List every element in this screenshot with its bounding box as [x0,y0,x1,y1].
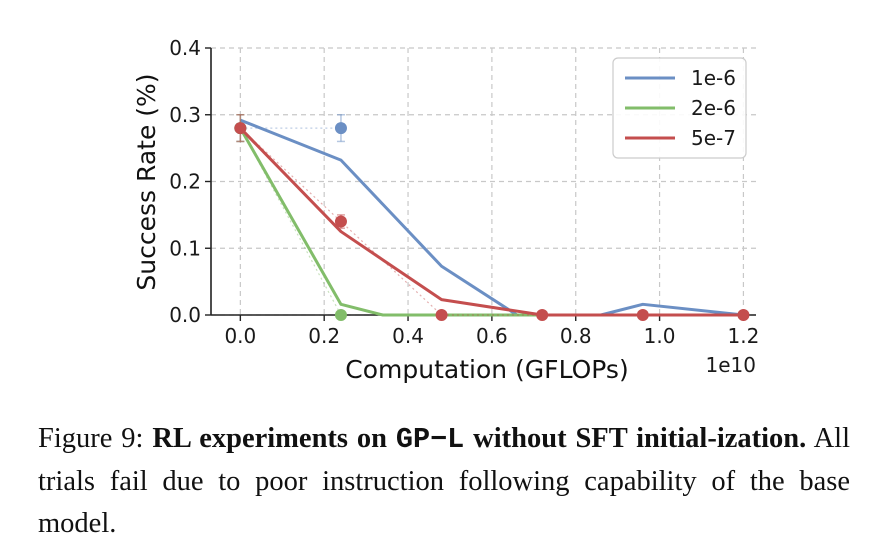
caption-body: All trials fail due to poor instruction … [38,423,851,539]
series-5e-7-point [737,309,750,321]
y-tick-label: 0.2 [169,170,201,194]
y-tick-label: 0.4 [169,36,201,60]
x-tick-label: 0.0 [224,324,256,348]
y-axis-label: Success Rate (%) [132,73,161,290]
x-tick-label: 0.4 [392,324,424,348]
y-tick-label: 0.3 [169,103,201,127]
series-5e-7-line [239,127,744,317]
series-layer [234,114,750,321]
caption-title-part1: RL experiments on [152,423,387,454]
legend-label-1e-6: 1e-6 [691,66,736,90]
y-tick-label: 0.0 [169,303,201,327]
x-axis-scale-note: 1e10 [706,353,756,377]
x-tick-label: 0.8 [560,324,592,348]
legend-box [612,57,747,159]
legend-label-5e-7: 5e-7 [691,126,736,150]
series-5e-7-point [536,309,549,321]
legend: 1e-6 2e-6 5e-7 [612,57,747,159]
series-1e-6-point [334,122,347,135]
chart: 0.0 0.2 0.4 0.6 0.8 1.0 1.2 0.0 0.1 0.2 0.3 0.4 1e-… [132,36,759,384]
x-tick-label: 0.2 [308,324,340,348]
caption-title-part2: without SFT initial-ization. [473,423,807,454]
axes: 0.0 0.2 0.4 0.6 0.8 1.0 1.2 0.0 0.1 0.2 0.3 0.4 [169,36,759,348]
figure-caption: Figure 9: RL experiments on GP−L without… [38,418,850,545]
x-tick-label: 1.0 [644,324,676,348]
x-tick-label: 0.6 [476,324,508,348]
y-tick-label: 0.1 [169,236,201,260]
series-5e-7-point [435,309,448,321]
figure: 0.0 0.2 0.4 0.6 0.8 1.0 1.2 0.0 0.1 0.2 0.3 0.4 1e-… [132,36,759,384]
x-tick-label: 1.2 [728,324,760,348]
series-5e-7-point [636,309,649,321]
x-axis-label: Computation (GFLOPs) [345,355,628,384]
legend-label-2e-6: 2e-6 [691,96,736,120]
series-5e-7-point [334,215,347,228]
series-5e-7-point [234,122,247,135]
series-2e-6-point [334,309,347,321]
caption-term: GP−L [395,423,465,456]
caption-figure-label: Figure 9: [38,423,144,454]
